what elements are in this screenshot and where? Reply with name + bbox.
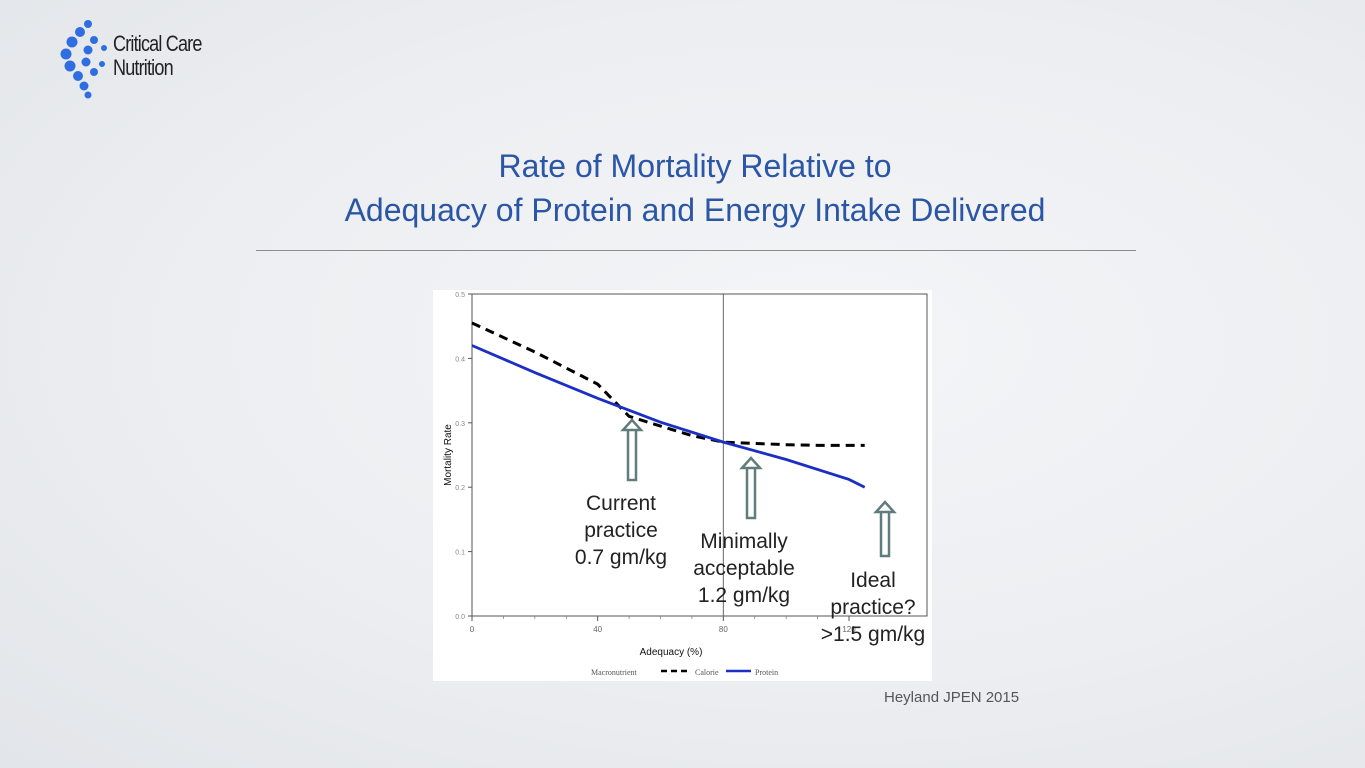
y-axis-label: Mortality Rate <box>443 424 454 486</box>
x-tick-label: 0 <box>470 625 475 634</box>
title-divider <box>256 250 1136 251</box>
y-tick-label: 0.3 <box>455 421 465 428</box>
series-line-protein <box>471 344 866 489</box>
y-tick-label: 0.1 <box>455 550 465 557</box>
citation: Heyland JPEN 2015 <box>884 689 1020 706</box>
annotation-line: 0.7 gm/kg <box>574 546 668 569</box>
annotation-minimally-acceptable: Minimally acceptable 1.2 gm/kg <box>686 528 802 609</box>
x-tick-label: 120 <box>842 625 856 634</box>
annotation-arrow-head <box>873 500 897 514</box>
x-axis-label: Adequacy (%) <box>640 647 703 658</box>
y-tick-label: 0.5 <box>455 292 465 299</box>
title-line-2: Adequacy of Protein and Energy Intake De… <box>344 192 1046 228</box>
annotation-line: acceptable <box>693 557 795 580</box>
series-line-calorie <box>471 321 865 447</box>
x-tick-label: 80 <box>719 625 728 634</box>
title-line-1: Rate of Mortality Relative to <box>498 148 892 184</box>
critical-care-nutrition-logo: Critical Care Nutrition <box>58 18 208 99</box>
y-tick-label: 0.0 <box>455 614 465 621</box>
annotation-line: Minimally <box>700 530 788 553</box>
annotation-ideal-practice: Ideal practice? >1.5 gm/kg <box>813 567 933 648</box>
slide-title: Rate of Mortality Relative to Adequacy o… <box>200 144 1190 232</box>
annotation-arrow-shaft <box>626 426 638 482</box>
annotation-arrow-head <box>620 418 644 432</box>
logo-line-2: Nutrition <box>113 55 174 80</box>
annotation-line: Current <box>585 492 657 515</box>
annotation-line: Ideal <box>850 569 896 592</box>
annotation-line: practice? <box>830 596 916 619</box>
annotation-arrow-head <box>739 456 763 470</box>
logo-wordmark: Critical Care Nutrition <box>113 32 202 80</box>
annotation-current-practice: Current practice 0.7 gm/kg <box>563 490 679 571</box>
annotation-arrow-shaft <box>745 464 757 520</box>
annotation-line: 1.2 gm/kg <box>697 584 791 607</box>
legend-label-protein: Protein <box>755 668 778 677</box>
plot-frame <box>471 293 928 617</box>
y-tick-label: 0.2 <box>455 485 465 492</box>
logo-line-1: Critical Care <box>113 31 202 56</box>
legend-label-calorie: Calorie <box>695 668 719 677</box>
chart-canvas: 0.0 0.1 0.2 0.3 0.4 0.5 0 40 80 120 Adequacy (%) Mo… <box>443 292 928 677</box>
annotation-line: practice <box>584 519 658 542</box>
y-tick-label: 0.4 <box>455 356 465 363</box>
legend-title: Macronutrient <box>591 668 638 677</box>
mortality-chart: 0.0 0.1 0.2 0.3 0.4 0.5 0 40 80 120 Adequacy (%) Mo… <box>433 290 932 681</box>
x-tick-label: 40 <box>593 625 602 634</box>
annotation-arrow-shaft <box>879 508 891 558</box>
annotation-line: >1.5 gm/kg <box>820 623 926 646</box>
logo-mark-icon <box>60 20 107 99</box>
